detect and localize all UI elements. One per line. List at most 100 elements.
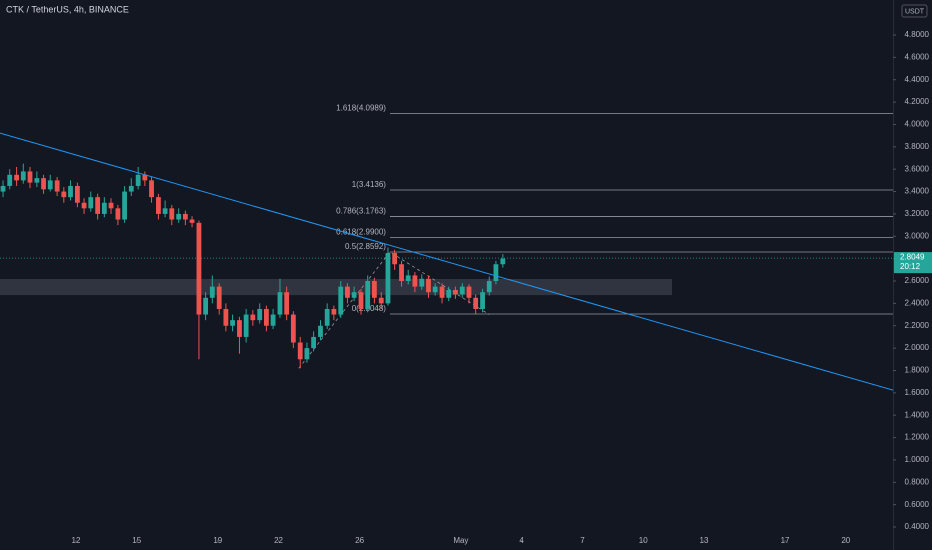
candle-body: [34, 178, 40, 183]
y-tick-label: 1.4000: [905, 410, 930, 419]
x-tick-label: 13: [700, 536, 709, 545]
fib-label: 0.618(2.9900): [336, 228, 386, 237]
x-tick-label: 19: [213, 536, 222, 545]
candle-body: [459, 286, 465, 295]
candle-body: [216, 286, 222, 309]
candle-body: [371, 281, 377, 298]
candle-body: [284, 292, 290, 315]
candle-body: [230, 320, 235, 326]
candle-body: [453, 289, 458, 295]
candle-body: [7, 174, 13, 186]
x-tick-label: 12: [72, 536, 81, 545]
candle-body: [500, 258, 506, 265]
y-tick-label: 4.2000: [905, 97, 930, 106]
y-tick-label: 3.4000: [905, 187, 930, 196]
price-badge-label: 2.8049: [900, 253, 925, 262]
x-tick-label: 20: [841, 536, 850, 545]
candle-body: [358, 292, 364, 309]
candle-body: [115, 208, 121, 220]
candle-body: [176, 213, 182, 220]
y-tick-label: 2.4000: [905, 298, 930, 307]
candle-body: [426, 278, 431, 293]
y-tick-label: 4.0000: [905, 120, 930, 129]
candle-body: [142, 174, 148, 181]
chart-title: CTK / TetherUS, 4h, BINANCE: [6, 4, 129, 14]
candle-body: [182, 213, 188, 220]
candle-body: [493, 264, 499, 282]
candle-body: [331, 308, 337, 315]
candle-body: [432, 286, 438, 293]
candle-body: [74, 185, 80, 203]
y-tick-label: 0.4000: [905, 522, 930, 531]
candle-body: [0, 185, 6, 192]
candle-body: [486, 281, 492, 293]
zone: [0, 279, 672, 296]
y-tick-label: 4.8000: [905, 30, 930, 39]
candle-body: [480, 292, 485, 309]
price-badge: [894, 252, 932, 274]
candle-body: [277, 292, 283, 315]
candle-body: [419, 278, 425, 287]
candle-body: [61, 191, 67, 198]
candle-body: [365, 281, 371, 309]
candle-body: [412, 275, 418, 287]
candle-body: [88, 197, 94, 209]
zigzag: [298, 251, 490, 369]
candle-body: [473, 297, 479, 309]
countdown-label: 20:12: [900, 262, 921, 271]
candle-body: [223, 308, 229, 326]
candle-body: [250, 314, 256, 321]
y-tick-label: 3.2000: [905, 209, 930, 218]
y-tick-label: 4.6000: [905, 52, 930, 61]
y-tick-label: 4.4000: [905, 75, 930, 84]
candle-body: [264, 308, 269, 326]
candle-body: [304, 348, 310, 360]
x-tick-label: 22: [274, 536, 283, 545]
candle-body: [14, 174, 20, 181]
candle-body: [243, 314, 249, 337]
candle-body: [385, 253, 391, 304]
fib-label: 0.5(2.8592): [345, 242, 386, 251]
candle-body: [311, 336, 317, 349]
candle-body: [405, 275, 411, 282]
candle-body: [237, 320, 242, 337]
candle-body: [122, 191, 127, 220]
candle-body: [290, 314, 296, 343]
candle-body: [108, 202, 114, 209]
candle-body: [101, 202, 107, 214]
candle-body: [446, 289, 452, 298]
candle-body: [95, 197, 101, 214]
candle-body: [392, 253, 398, 265]
y-tick-label: 1.0000: [905, 455, 930, 464]
y-tick-label: 2.0000: [905, 343, 930, 352]
y-tick-label: 1.8000: [905, 366, 930, 375]
candle-body: [338, 286, 344, 315]
candle-body: [54, 180, 60, 192]
x-tick-label: 7: [580, 536, 585, 545]
y-tick-label: 2.2000: [905, 321, 930, 330]
candle-body: [169, 208, 175, 220]
candle-body: [270, 314, 276, 326]
x-tick-label: 15: [132, 536, 141, 545]
candle-body: [257, 308, 263, 321]
candle-body: [297, 342, 303, 360]
candle-body: [439, 286, 445, 298]
y-tick-label: 3.0000: [905, 231, 930, 240]
x-tick-label: 4: [519, 536, 524, 545]
candle-body: [351, 292, 357, 298]
candle-body: [81, 202, 87, 209]
y-tick-label: 2.6000: [905, 276, 930, 285]
candle-body: [189, 219, 195, 223]
candle-body: [47, 180, 53, 190]
fib-label: 0.786(3.1763): [336, 207, 386, 216]
candle-body: [156, 197, 161, 214]
y-tick-label: 3.6000: [905, 164, 930, 173]
candle-body: [135, 174, 141, 186]
currency-badge: [901, 4, 928, 18]
x-tick-label: 26: [355, 536, 364, 545]
candle-body: [466, 286, 472, 298]
candle-body: [318, 325, 323, 337]
